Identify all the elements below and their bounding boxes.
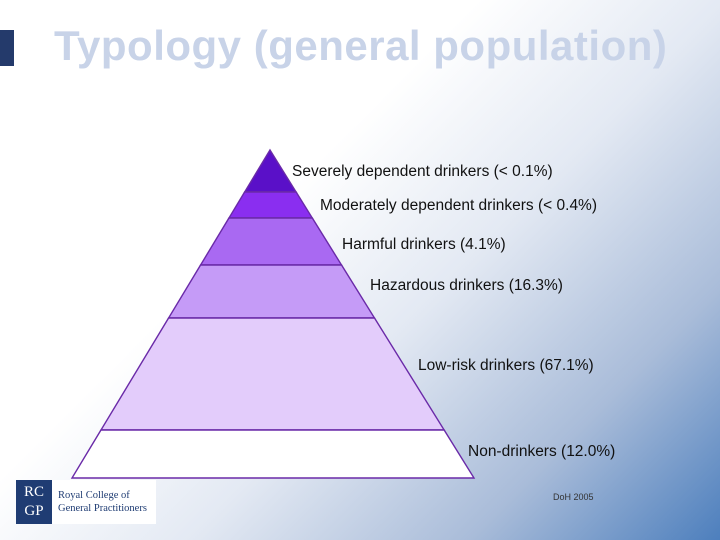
logo-text: Royal College of General Practitioners [58, 489, 147, 515]
pyramid-tier-6 [70, 429, 476, 479]
title-accent-bar [0, 30, 14, 66]
rcgp-logo-mark: RC GP [16, 480, 52, 524]
tier-label-5: Low-risk drinkers (67.1%) [418, 357, 594, 374]
pyramid-tier-3 [199, 217, 343, 266]
tier-label-2: Moderately dependent drinkers (< 0.4%) [320, 197, 598, 214]
pyramid-tier-1 [243, 148, 298, 193]
logo-mark-line1: RC [23, 484, 44, 500]
source-note: DoH 2005 [553, 492, 594, 502]
tier-label-6: Non-drinkers (12.0%) [468, 443, 616, 460]
rcgp-logo: RC GP Royal College of General Practitio… [16, 480, 156, 524]
logo-text-line1: Royal College of [58, 490, 130, 501]
pyramid-tier-4 [167, 264, 376, 319]
pyramid-tier-2 [227, 191, 314, 219]
logo-mark-line2: GP [24, 503, 44, 519]
tier-label-3: Harmful drinkers (4.1%) [342, 236, 506, 253]
pyramid-tier-5 [99, 317, 446, 431]
logo-text-line2: General Practitioners [58, 503, 147, 514]
tier-label-1: Severely dependent drinkers (< 0.1%) [292, 163, 553, 180]
slide-title: Typology (general population) [54, 22, 668, 69]
tier-label-4: Hazardous drinkers (16.3%) [370, 277, 563, 294]
